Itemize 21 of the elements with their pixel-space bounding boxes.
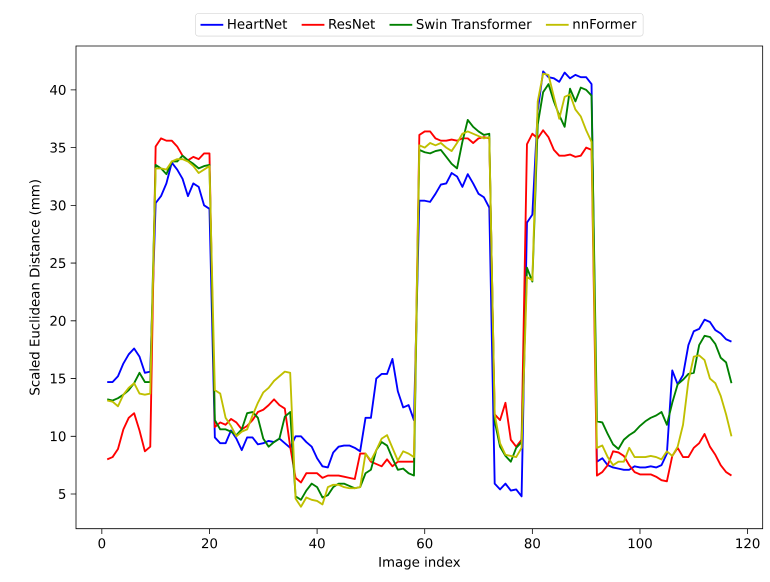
x-tick-label: 100 xyxy=(628,538,652,548)
x-tick-label: 20 xyxy=(202,538,218,548)
y-tick-label: 20 xyxy=(50,316,66,326)
legend-label: ResNet xyxy=(329,19,375,29)
y-axis-title: Scaled Euclidean Distance (mm) xyxy=(29,180,42,395)
y-tick-label: 10 xyxy=(50,431,66,442)
y-tick-label: 35 xyxy=(50,142,66,153)
x-axis-title: Image index xyxy=(379,556,460,570)
y-tick-label: 15 xyxy=(50,374,66,384)
y-tick-label: 5 xyxy=(58,489,66,499)
legend-label: nnFormer xyxy=(573,19,636,29)
x-tick-label: 40 xyxy=(309,538,325,548)
y-tick-label: 30 xyxy=(50,200,66,210)
x-tick-label: 80 xyxy=(524,538,540,548)
y-tick-label: 40 xyxy=(50,84,66,95)
x-tick-label: 60 xyxy=(417,538,432,548)
x-tick-label: 120 xyxy=(736,538,760,548)
legend-label: Swin Transformer xyxy=(416,18,532,30)
y-tick-label: 25 xyxy=(50,258,66,268)
legend-label: HeartNet xyxy=(228,19,288,29)
x-tick-label: 0 xyxy=(98,538,106,548)
